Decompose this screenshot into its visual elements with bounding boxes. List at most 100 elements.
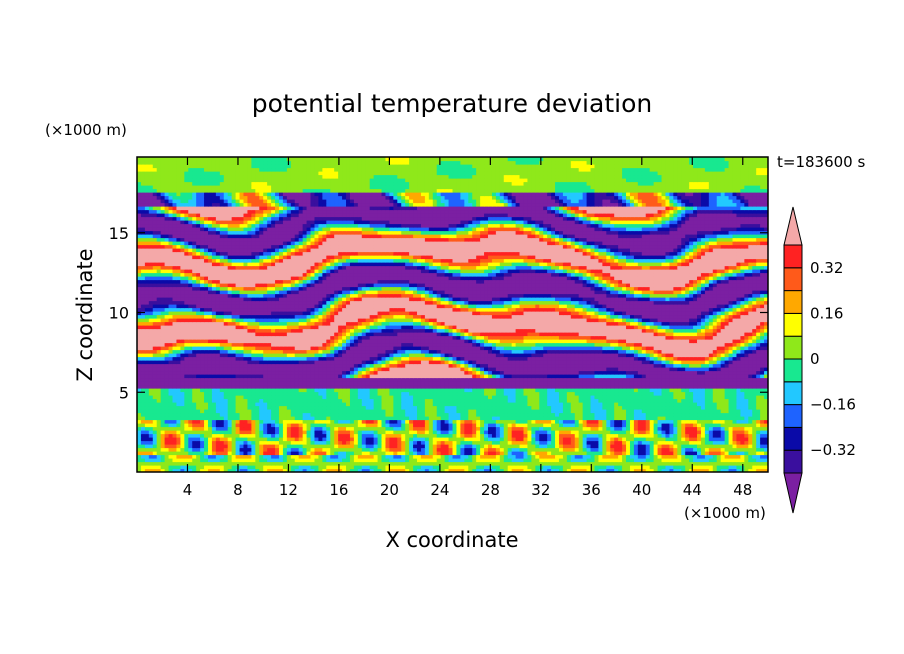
contour-cell <box>574 426 580 431</box>
contour-cell <box>290 391 296 396</box>
contour-cell <box>732 430 738 435</box>
contour-cell <box>318 440 323 445</box>
contour-cell <box>661 388 667 393</box>
contour-cell <box>547 419 552 424</box>
contour-cell <box>484 416 489 421</box>
contour-cell <box>760 461 765 466</box>
contour-cell <box>385 391 390 396</box>
contour-cell <box>215 377 221 382</box>
contour-cell <box>468 363 473 368</box>
contour-cell <box>558 367 564 372</box>
contour-cell <box>314 451 320 456</box>
contour-cell <box>736 454 741 459</box>
contour-cell <box>661 437 667 442</box>
contour-cell <box>685 423 690 428</box>
contour-cell <box>346 451 351 456</box>
contour-cell <box>732 395 738 400</box>
contour-cell <box>460 370 465 375</box>
contour-cell <box>255 440 260 445</box>
contour-cell <box>464 419 469 424</box>
contour-cell <box>456 381 461 386</box>
contour-cell <box>606 363 611 368</box>
contour-cell <box>661 430 667 435</box>
contour-cell <box>369 363 375 368</box>
contour-cell <box>401 444 406 449</box>
contour-cell <box>263 405 268 410</box>
contour-cell <box>519 367 525 372</box>
contour-cell <box>440 391 446 396</box>
contour-cell <box>551 451 556 456</box>
contour-cell <box>393 402 398 407</box>
contour-cell <box>476 374 481 379</box>
contour-cell <box>756 402 761 407</box>
contour-cell <box>424 423 430 428</box>
contour-cell <box>594 391 600 396</box>
contour-cell <box>700 444 706 449</box>
contour-cell <box>278 430 284 435</box>
contour-cell <box>302 447 308 452</box>
contour-cell <box>184 367 189 372</box>
contour-cell <box>251 409 256 414</box>
contour-cell <box>740 458 745 463</box>
contour-cell <box>578 367 584 372</box>
contour-cell <box>152 454 158 459</box>
contour-cell <box>752 409 757 414</box>
contour-cell <box>137 370 142 375</box>
contour-cell <box>480 461 485 466</box>
contour-cell <box>207 377 213 382</box>
contour-cell <box>764 454 768 459</box>
contour-cell <box>558 398 564 403</box>
contour-cell <box>484 454 489 459</box>
contour-cell <box>263 458 268 463</box>
contour-cell <box>539 367 544 372</box>
contour-cell <box>570 437 576 442</box>
contour-cell <box>180 440 185 445</box>
contour-cell <box>487 370 493 375</box>
contour-cell <box>192 395 197 400</box>
contour-cell <box>626 468 631 472</box>
contour-cell <box>586 388 592 393</box>
contour-cell <box>223 388 229 393</box>
contour-cell <box>523 458 529 463</box>
contour-cell <box>424 374 430 379</box>
contour-cell <box>413 444 418 449</box>
contour-cell <box>764 444 768 449</box>
contour-cell <box>298 391 304 396</box>
contour-cell <box>271 416 276 421</box>
contour-cell <box>286 363 292 368</box>
contour-cell <box>436 461 442 466</box>
contour-cell <box>156 381 162 386</box>
contour-cell <box>464 447 469 452</box>
contour-cell <box>712 384 718 389</box>
contour-cell <box>629 454 635 459</box>
contour-cell <box>424 461 430 466</box>
contour-cell <box>681 416 686 421</box>
contour-cell <box>657 465 663 470</box>
contour-cell <box>555 444 560 449</box>
contour-cell <box>487 458 493 463</box>
contour-cell <box>480 391 485 396</box>
contour-cell <box>641 423 647 428</box>
contour-cell <box>633 430 639 435</box>
contour-cell <box>302 433 308 438</box>
contour-cell <box>535 458 540 463</box>
contour-cell <box>444 402 450 407</box>
contour-cell <box>574 419 580 424</box>
contour-cell <box>712 468 718 472</box>
contour-cell <box>160 465 166 470</box>
contour-cell <box>259 370 264 375</box>
contour-cell <box>298 384 304 389</box>
contour-cell <box>448 384 454 389</box>
contour-cell <box>235 402 241 407</box>
contour-cell <box>330 395 335 400</box>
contour-cell <box>357 374 363 379</box>
contour-cell <box>298 377 304 382</box>
contour-cell <box>712 405 718 410</box>
contour-cell <box>503 454 509 459</box>
contour-cell <box>728 458 734 463</box>
contour-cell <box>219 465 225 470</box>
contour-cell <box>728 395 734 400</box>
contour-cell <box>649 440 655 445</box>
contour-cell <box>693 412 698 417</box>
contour-cell <box>342 416 347 421</box>
